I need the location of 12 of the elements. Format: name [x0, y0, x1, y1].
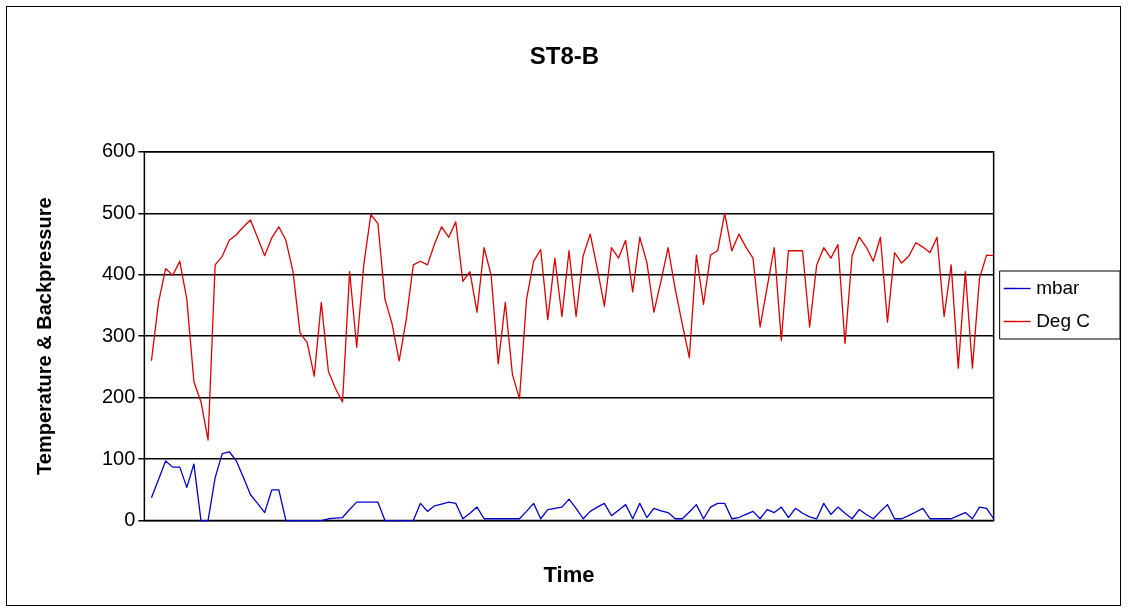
chart-title: ST8-B — [529, 42, 600, 70]
legend-label: mbar — [1036, 276, 1081, 298]
y-tick-label: 100 — [101, 446, 136, 469]
y-tick-label: 200 — [101, 385, 136, 408]
y-axis-title: Temperature & Backpressure — [32, 197, 55, 475]
y-tick-label: 300 — [101, 323, 136, 346]
legend-label: Deg C — [1036, 309, 1090, 331]
y-tick-label: 600 — [101, 139, 136, 162]
y-tick-label: 500 — [101, 200, 136, 223]
x-axis-title: Time — [543, 561, 595, 587]
y-tick-label: 400 — [101, 262, 136, 285]
y-tick-label: 0 — [124, 508, 136, 531]
